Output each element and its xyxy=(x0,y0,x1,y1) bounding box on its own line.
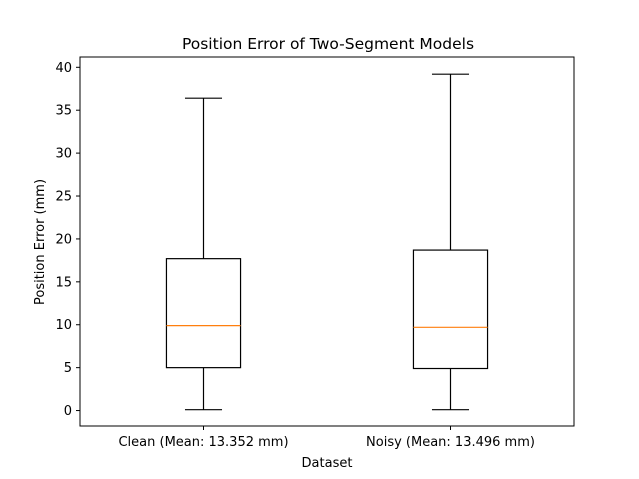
y-tick-label: 30 xyxy=(55,147,72,162)
y-tick-label: 20 xyxy=(55,232,72,247)
chart-title: Position Error of Two-Segment Models xyxy=(182,35,474,53)
x-tick-label: Noisy (Mean: 13.496 mm) xyxy=(366,435,535,450)
y-tick-label: 40 xyxy=(55,61,72,76)
x-axis-label: Dataset xyxy=(302,456,353,471)
y-axis: 0 5 10 15 20 25 30 35 40 xyxy=(55,61,80,419)
iqr-box xyxy=(412,249,489,370)
y-tick-label: 10 xyxy=(55,318,72,333)
box-group xyxy=(412,73,489,411)
plot-content xyxy=(165,73,489,411)
y-tick-label: 15 xyxy=(55,275,72,290)
box-group xyxy=(165,97,242,411)
iqr-box xyxy=(165,258,242,369)
y-axis-label: Position Error (mm) xyxy=(33,179,48,305)
y-tick-label: 0 xyxy=(64,404,72,419)
y-tick-label: 25 xyxy=(55,190,72,205)
plot-frame xyxy=(79,56,575,427)
y-tick-label: 5 xyxy=(64,361,72,376)
x-tick-label: Clean (Mean: 13.352 mm) xyxy=(118,435,288,450)
x-axis: Clean (Mean: 13.352 mm) Noisy (Mean: 13.4… xyxy=(118,426,535,450)
y-tick-label: 35 xyxy=(55,104,72,119)
